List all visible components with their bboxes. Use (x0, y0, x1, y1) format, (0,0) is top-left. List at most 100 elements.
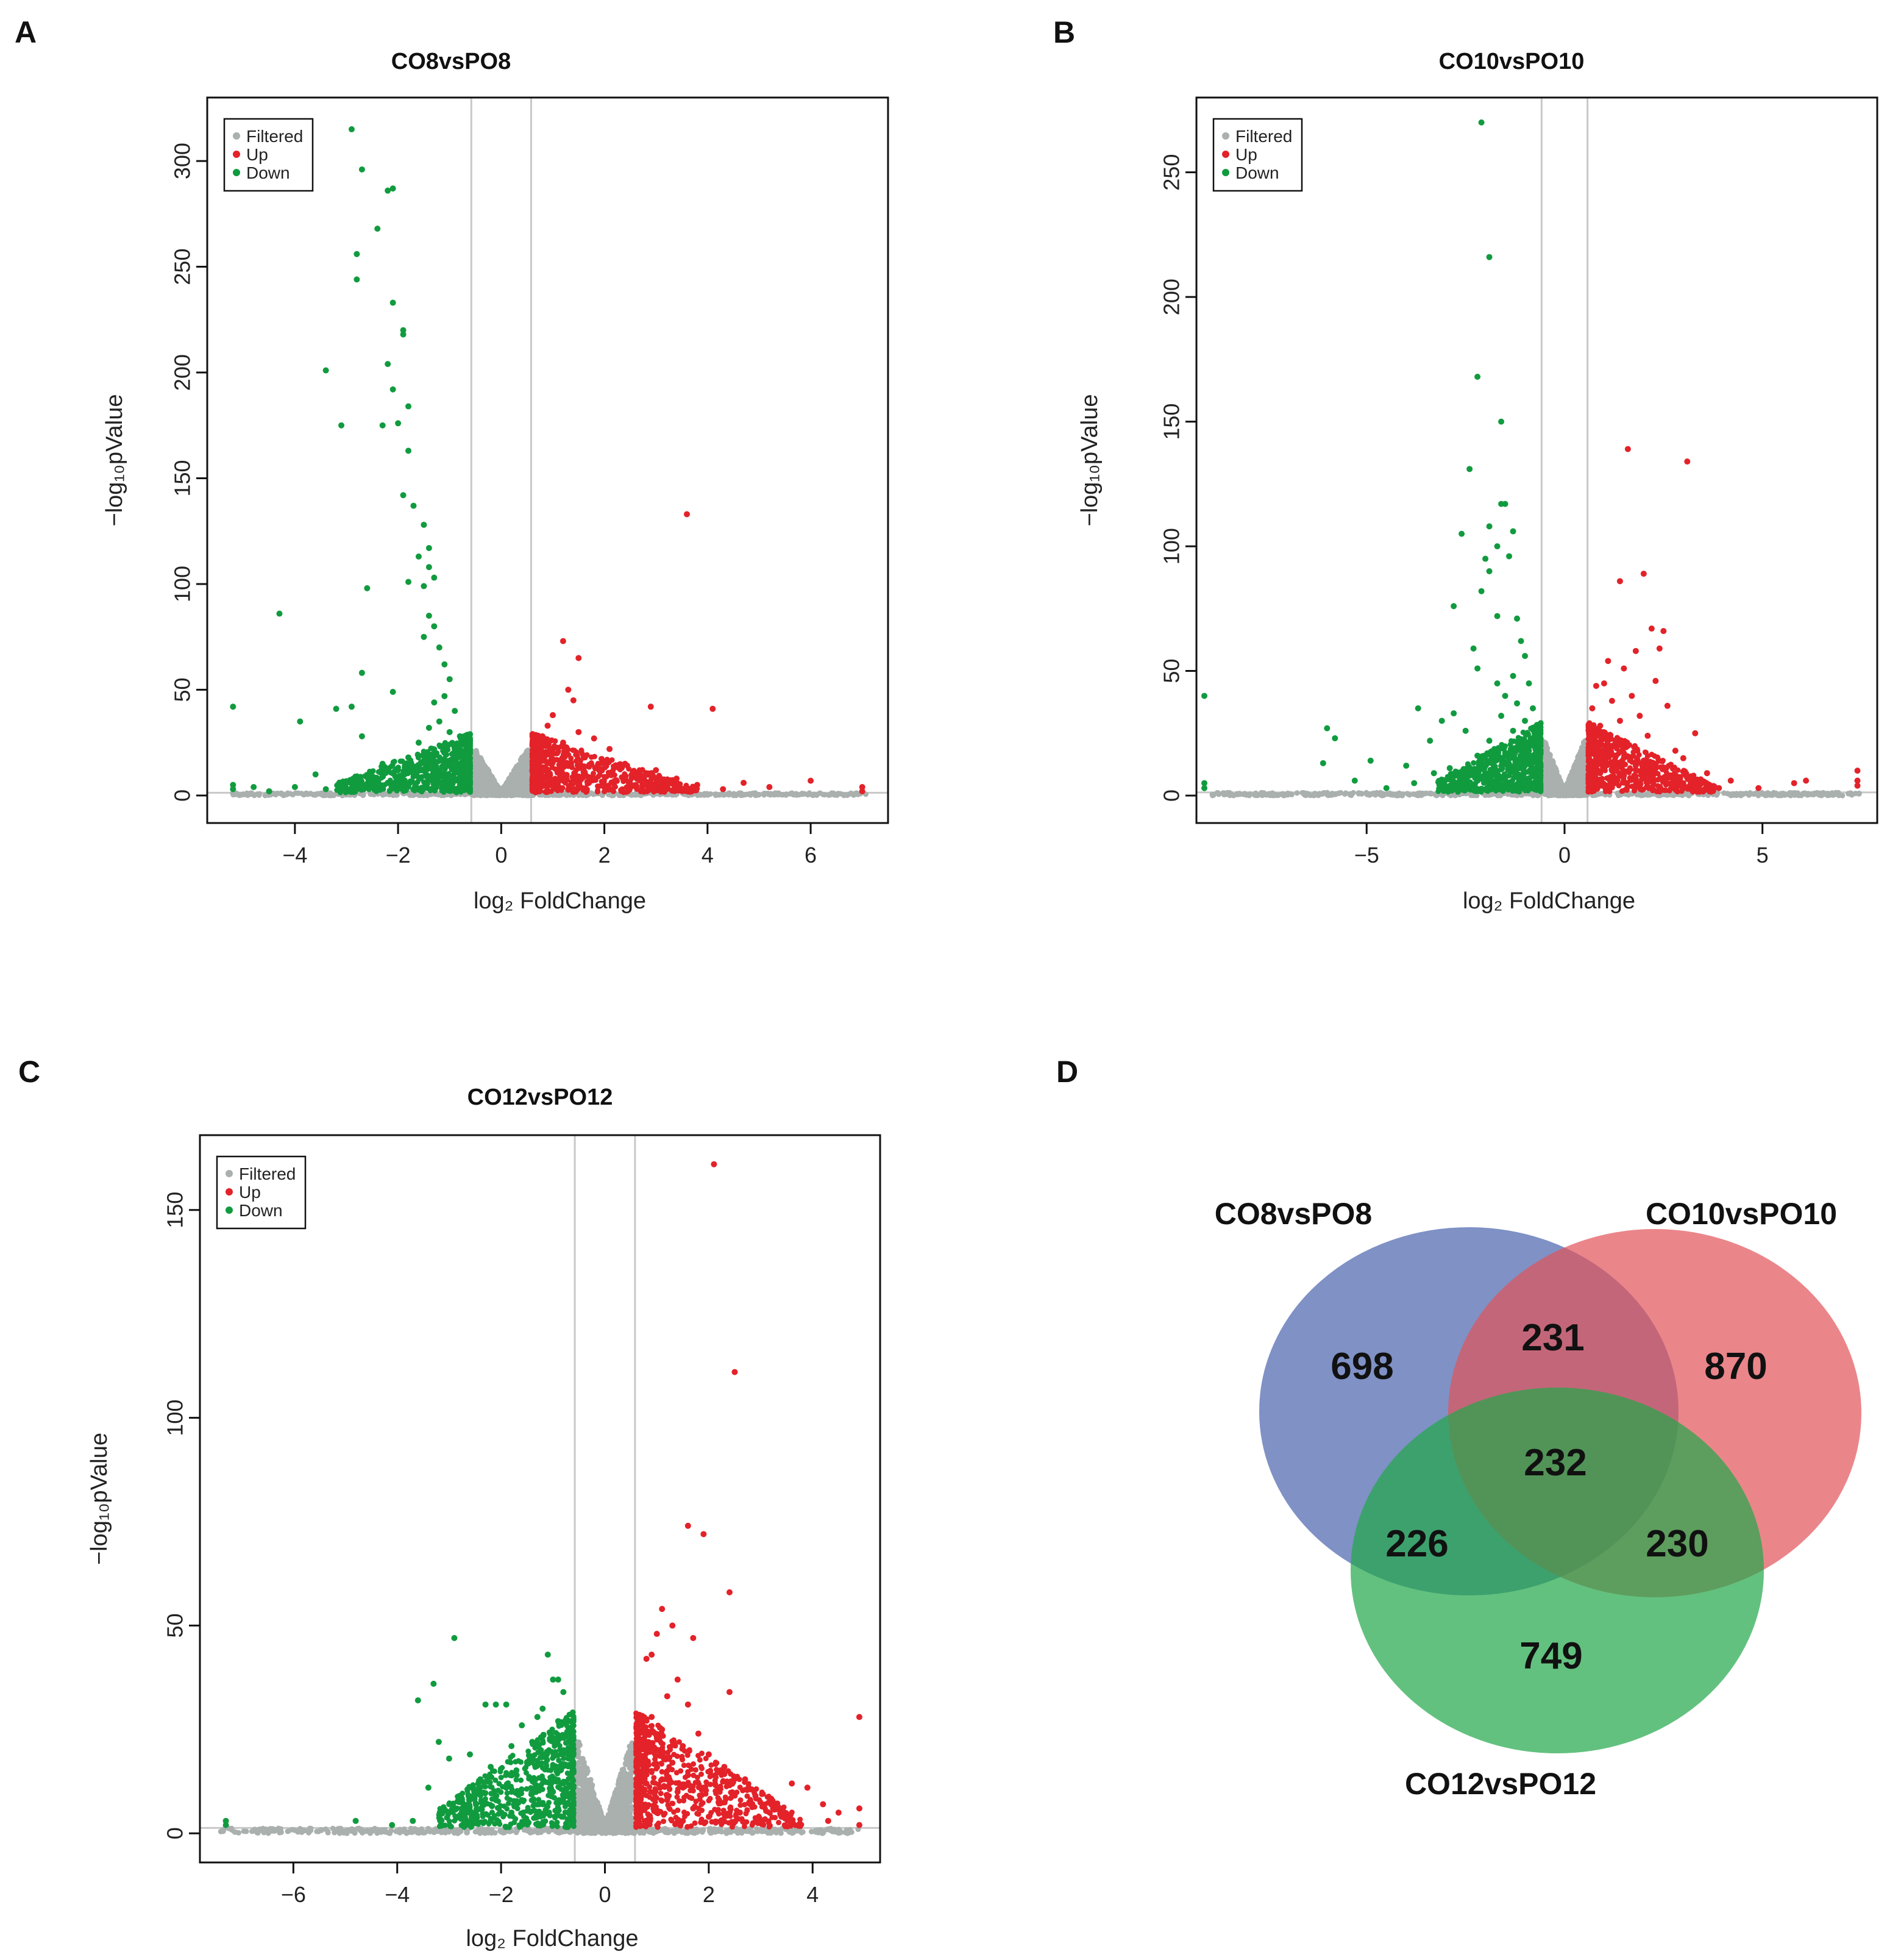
filtered-point (478, 766, 485, 772)
filtered-point (233, 791, 239, 797)
up-point (694, 782, 700, 788)
up-point (533, 754, 539, 760)
filtered-point (280, 792, 286, 798)
up-point (645, 788, 651, 794)
up-point (636, 767, 642, 773)
down-point (405, 579, 412, 585)
filtered-point (769, 791, 775, 797)
filtered-point (1242, 791, 1248, 797)
down-point (452, 746, 458, 752)
up-point (591, 754, 597, 760)
up-point (766, 784, 773, 791)
down-point (389, 771, 396, 777)
up-point (657, 774, 663, 780)
up-point (570, 697, 577, 704)
up-point (609, 757, 615, 763)
up-point (602, 758, 608, 764)
filtered-point (1373, 792, 1379, 798)
filtered-point (1560, 793, 1566, 799)
up-point (538, 773, 544, 779)
filtered-point (516, 767, 522, 773)
down-point (374, 779, 380, 785)
down-point (396, 778, 402, 784)
filtered-point (500, 791, 506, 797)
up-point (720, 786, 727, 793)
filtered-point (473, 779, 479, 785)
down-points (230, 126, 469, 794)
up-point (651, 788, 657, 794)
down-point (389, 688, 396, 695)
filtered-point (249, 790, 255, 796)
up-point (576, 762, 582, 768)
down-point (457, 782, 463, 788)
up-point (581, 766, 587, 772)
down-point (1471, 760, 1477, 766)
down-point (454, 766, 460, 772)
down-point (441, 741, 448, 748)
filtered-point (1808, 791, 1814, 797)
filtered-point (1567, 775, 1573, 782)
down-point (408, 764, 414, 770)
up-point (547, 761, 553, 767)
down-point (276, 610, 283, 617)
y-tick-label: 250 (170, 249, 195, 285)
filtered-point (739, 791, 745, 797)
up-point (642, 782, 649, 788)
up-point (606, 746, 613, 752)
up-point (683, 511, 690, 518)
down-point (436, 644, 442, 651)
down-point (1448, 771, 1454, 777)
down-point (400, 784, 407, 791)
up-point (616, 765, 622, 771)
down-point (457, 733, 463, 739)
filtered-point (503, 783, 509, 789)
down-point (431, 574, 438, 581)
down-point (405, 447, 412, 454)
filtered-point (1237, 791, 1243, 797)
down-point (421, 758, 427, 765)
filtered-point (1415, 790, 1421, 796)
filtered-point (1320, 791, 1326, 797)
up-point (546, 744, 552, 750)
legend-label-down: Down (246, 163, 290, 182)
up-point (622, 760, 628, 767)
up-point (689, 785, 695, 791)
down-point (395, 420, 402, 427)
filtered-point (360, 793, 366, 799)
down-point (354, 251, 360, 257)
filtered-point (476, 784, 482, 790)
up-point (555, 769, 561, 775)
filtered-point (1572, 778, 1579, 784)
panel-letter-a: A (15, 15, 37, 49)
filtered-point (1572, 771, 1579, 777)
up-point (554, 744, 560, 750)
x-tick-label: 4 (702, 843, 714, 868)
up-point (808, 777, 814, 784)
filtered-point (820, 791, 826, 797)
filtered-point (1546, 771, 1552, 777)
down-point (1527, 762, 1533, 768)
filtered-point (1210, 793, 1216, 799)
down-point (354, 773, 360, 779)
down-point (410, 502, 417, 509)
down-point (415, 553, 422, 560)
up-point (549, 712, 556, 719)
down-point (385, 780, 391, 786)
filtered-point (1580, 759, 1586, 765)
down-point (415, 739, 422, 746)
filtered-point (517, 778, 524, 784)
down-point (441, 777, 448, 784)
up-point (638, 787, 644, 793)
down-point (446, 676, 453, 683)
up-point (741, 780, 747, 786)
down-point (462, 752, 469, 758)
filtered-point (1393, 792, 1399, 798)
filtered-point (491, 778, 497, 784)
down-point (459, 773, 465, 779)
up-point (859, 788, 865, 794)
down-point (348, 126, 355, 133)
up-point (601, 784, 608, 791)
down-point (402, 762, 408, 768)
down-point (421, 583, 427, 590)
y-tick-label: 50 (170, 677, 195, 702)
